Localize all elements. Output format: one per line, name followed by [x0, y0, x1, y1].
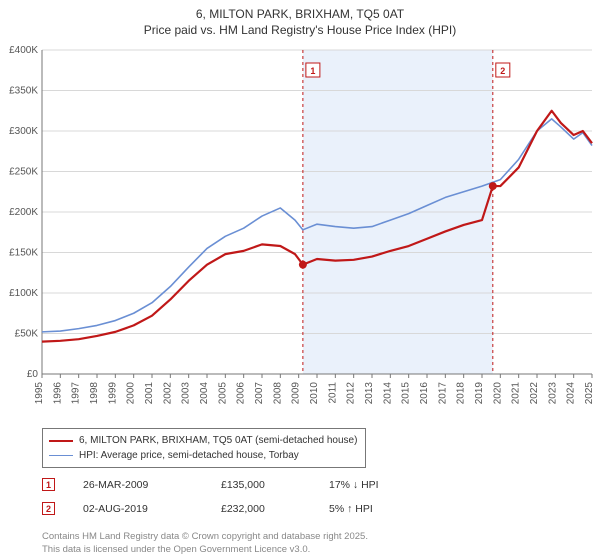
svg-text:£200K: £200K — [9, 207, 38, 218]
sale-row-1: 1 26-MAR-2009 £135,000 17% ↓ HPI — [42, 478, 429, 491]
legend-item-property: 6, MILTON PARK, BRIXHAM, TQ5 0AT (semi-d… — [49, 433, 357, 448]
svg-text:2: 2 — [500, 66, 505, 76]
svg-text:£50K: £50K — [15, 329, 39, 340]
svg-text:2018: 2018 — [456, 382, 467, 405]
svg-text:1997: 1997 — [71, 382, 82, 405]
svg-text:1998: 1998 — [89, 382, 100, 405]
svg-text:£100K: £100K — [9, 288, 38, 299]
svg-text:2005: 2005 — [217, 382, 228, 405]
svg-text:2001: 2001 — [144, 382, 155, 405]
svg-text:2016: 2016 — [419, 382, 430, 405]
chart-title: 6, MILTON PARK, BRIXHAM, TQ5 0AT Price p… — [0, 0, 600, 38]
legend-label-hpi: HPI: Average price, semi-detached house,… — [79, 448, 299, 463]
footer-attribution: Contains HM Land Registry data © Crown c… — [42, 531, 368, 556]
legend-label-property: 6, MILTON PARK, BRIXHAM, TQ5 0AT (semi-d… — [79, 433, 357, 448]
title-subtitle: Price paid vs. HM Land Registry's House … — [0, 22, 600, 38]
svg-text:2014: 2014 — [382, 382, 393, 405]
svg-text:£400K: £400K — [9, 45, 38, 56]
svg-text:1999: 1999 — [107, 382, 118, 405]
svg-text:2009: 2009 — [291, 382, 302, 405]
svg-text:1: 1 — [310, 66, 315, 76]
svg-text:2007: 2007 — [254, 382, 265, 405]
svg-text:1996: 1996 — [52, 382, 63, 405]
sale-diff-2: 5% ↑ HPI — [329, 503, 429, 515]
footer-line1: Contains HM Land Registry data © Crown c… — [42, 531, 368, 542]
legend-item-hpi: HPI: Average price, semi-detached house,… — [49, 448, 357, 463]
svg-text:2008: 2008 — [272, 382, 283, 405]
svg-text:2024: 2024 — [566, 382, 577, 405]
svg-text:1995: 1995 — [34, 382, 45, 405]
svg-text:2021: 2021 — [511, 382, 522, 405]
svg-text:2010: 2010 — [309, 382, 320, 405]
svg-text:2003: 2003 — [181, 382, 192, 405]
svg-text:2013: 2013 — [364, 382, 375, 405]
svg-text:2006: 2006 — [236, 382, 247, 405]
sale-price-1: £135,000 — [221, 479, 301, 491]
svg-text:2023: 2023 — [547, 382, 558, 405]
legend: 6, MILTON PARK, BRIXHAM, TQ5 0AT (semi-d… — [42, 428, 366, 468]
sale-marker-2: 2 — [42, 502, 55, 515]
svg-text:2012: 2012 — [346, 382, 357, 405]
sale-date-2: 02-AUG-2019 — [83, 503, 193, 515]
svg-text:2025: 2025 — [584, 382, 595, 405]
svg-text:2022: 2022 — [529, 382, 540, 405]
title-address: 6, MILTON PARK, BRIXHAM, TQ5 0AT — [0, 6, 600, 22]
svg-text:2000: 2000 — [126, 382, 137, 405]
svg-text:2020: 2020 — [492, 382, 503, 405]
svg-text:2019: 2019 — [474, 382, 485, 405]
svg-text:£0: £0 — [27, 369, 39, 380]
sale-price-2: £232,000 — [221, 503, 301, 515]
legend-swatch-hpi — [49, 455, 73, 456]
footer-line2: This data is licensed under the Open Gov… — [42, 544, 310, 555]
svg-text:2011: 2011 — [327, 382, 338, 404]
svg-text:£250K: £250K — [9, 167, 38, 178]
price-chart: £0 £50K £100K £150K £200K £250K £300K £350K £400… — [0, 44, 600, 424]
legend-swatch-property — [49, 440, 73, 442]
sale-marker-1: 1 — [42, 478, 55, 491]
sale-date-1: 26-MAR-2009 — [83, 479, 193, 491]
svg-text:£350K: £350K — [9, 86, 38, 97]
svg-text:2017: 2017 — [437, 382, 448, 405]
svg-text:2015: 2015 — [401, 382, 412, 405]
svg-text:£150K: £150K — [9, 248, 38, 259]
sale-row-2: 2 02-AUG-2019 £232,000 5% ↑ HPI — [42, 502, 429, 515]
svg-text:2002: 2002 — [162, 382, 173, 405]
svg-text:2004: 2004 — [199, 382, 210, 405]
svg-text:£300K: £300K — [9, 126, 38, 137]
sale-diff-1: 17% ↓ HPI — [329, 479, 429, 491]
